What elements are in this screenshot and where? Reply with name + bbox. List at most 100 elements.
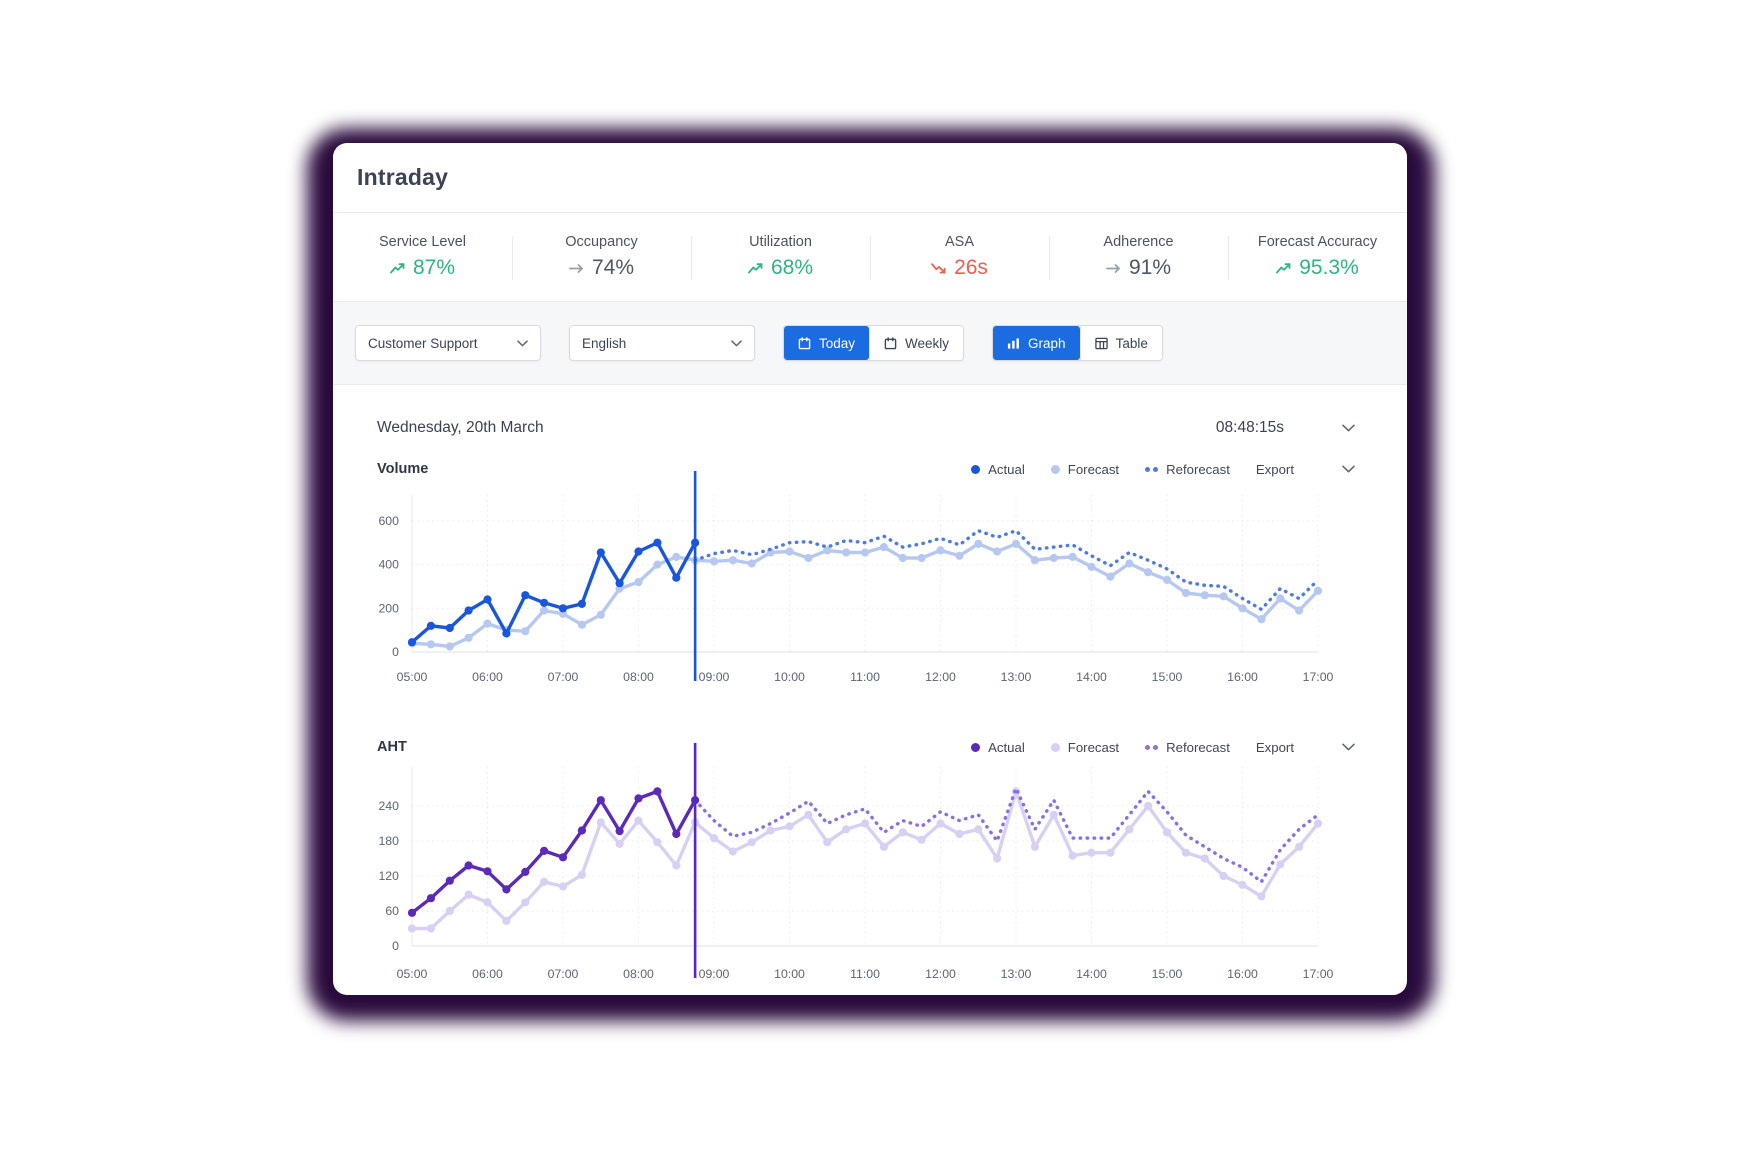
svg-text:180: 180 — [378, 834, 399, 848]
svg-text:09:00: 09:00 — [699, 670, 730, 684]
volume-chart-head: Volume Actual Forecast Reforecast Export — [377, 453, 1355, 485]
queue-dropdown-value: Customer Support — [368, 335, 478, 351]
svg-text:400: 400 — [378, 558, 399, 572]
view-toggle-group: Graph Table — [992, 325, 1163, 361]
kpi-label: Utilization — [749, 234, 812, 250]
svg-text:16:00: 16:00 — [1227, 967, 1258, 981]
kpi-value: 91% — [1128, 256, 1172, 279]
kpi-value: 95.3% — [1299, 256, 1359, 279]
svg-text:08:00: 08:00 — [623, 967, 654, 981]
legend-item-forecast[interactable]: Forecast — [1050, 740, 1119, 755]
view-table-button[interactable]: Table — [1079, 326, 1162, 360]
aht-chart-head: AHT Actual Forecast Reforecast Export — [377, 731, 1355, 763]
legend-item-actual[interactable]: Actual — [971, 462, 1025, 477]
card-header: Intraday — [333, 143, 1407, 213]
view-graph-label: Graph — [1028, 335, 1066, 351]
bar-chart-icon — [1007, 337, 1020, 350]
svg-text:12:00: 12:00 — [925, 670, 956, 684]
svg-text:13:00: 13:00 — [1001, 670, 1032, 684]
date-label: Wednesday, 20th March — [377, 419, 544, 436]
date-row: Wednesday, 20th March 08:48:15s — [377, 407, 1355, 449]
language-dropdown-value: English — [582, 335, 627, 351]
svg-text:10:00: 10:00 — [774, 670, 805, 684]
svg-text:14:00: 14:00 — [1076, 670, 1107, 684]
chart-expand-chevron-icon[interactable] — [1342, 465, 1355, 473]
svg-text:240: 240 — [378, 799, 399, 813]
forecast-series-dot — [1050, 464, 1060, 474]
svg-text:05:00: 05:00 — [397, 967, 428, 981]
intraday-card: Intraday Service Level 87% Occupancy 74%… — [333, 143, 1407, 995]
calendar-icon — [884, 336, 897, 350]
svg-text:17:00: 17:00 — [1303, 670, 1334, 684]
svg-text:14:00: 14:00 — [1076, 967, 1107, 981]
kpi-adherence: Adherence 91% — [1049, 213, 1228, 301]
period-weekly-label: Weekly — [905, 335, 950, 351]
aht-legend: Actual Forecast Reforecast Export — [971, 740, 1355, 755]
actual-series-dot — [971, 464, 981, 474]
period-today-button[interactable]: Today — [784, 326, 870, 360]
kpi-value: 87% — [412, 256, 456, 279]
kpi-forecast-accuracy: Forecast Accuracy 95.3% — [1228, 213, 1407, 301]
clock-label: 08:48:15s — [1215, 419, 1284, 436]
svg-text:10:00: 10:00 — [774, 967, 805, 981]
trend-flat-icon — [569, 263, 584, 274]
view-graph-button[interactable]: Graph — [993, 326, 1080, 360]
view-table-label: Table — [1115, 335, 1148, 351]
legend-item-reforecast[interactable]: Reforecast — [1145, 740, 1230, 755]
kpi-value: 74% — [591, 256, 635, 279]
kpi-label: Adherence — [1103, 234, 1174, 250]
export-button[interactable]: Export — [1255, 739, 1294, 755]
chart-expand-chevron-icon[interactable] — [1342, 743, 1355, 751]
kpi-asa: ASA 26s — [870, 213, 1049, 301]
svg-text:07:00: 07:00 — [548, 670, 579, 684]
period-weekly-button[interactable]: Weekly — [869, 326, 964, 360]
kpi-value: 26s — [954, 256, 988, 279]
reforecast-series-dots — [1145, 466, 1159, 472]
trend-up-icon — [390, 262, 405, 274]
svg-text:12:00: 12:00 — [925, 967, 956, 981]
legend-label: Actual — [988, 461, 1025, 477]
chevron-down-icon — [517, 339, 528, 347]
legend-item-forecast[interactable]: Forecast — [1050, 461, 1120, 477]
legend-item-actual[interactable]: Actual — [971, 740, 1025, 755]
legend-label: Reforecast — [1166, 739, 1230, 755]
filter-bar: Customer Support English Today Weekly — [333, 301, 1407, 385]
svg-text:120: 120 — [378, 869, 399, 883]
kpi-label: Occupancy — [565, 234, 638, 250]
trend-down-icon — [931, 262, 946, 274]
legend-label: Forecast — [1067, 461, 1120, 477]
svg-text:09:00: 09:00 — [699, 967, 730, 981]
svg-text:13:00: 13:00 — [1001, 967, 1032, 981]
date-expand-chevron-icon[interactable] — [1342, 424, 1355, 432]
chevron-down-icon — [731, 339, 742, 347]
forecast-series-dot — [1050, 742, 1060, 752]
chart-section: Wednesday, 20th March 08:48:15s Volume A… — [333, 385, 1407, 982]
table-icon — [1094, 337, 1108, 350]
svg-text:06:00: 06:00 — [472, 670, 503, 684]
kpi-label: ASA — [944, 234, 974, 250]
trend-up-icon — [1276, 262, 1291, 274]
svg-text:600: 600 — [378, 514, 399, 528]
svg-text:15:00: 15:00 — [1152, 670, 1183, 684]
svg-text:08:00: 08:00 — [623, 670, 654, 684]
svg-text:07:00: 07:00 — [548, 967, 579, 981]
kpi-occupancy: Occupancy 74% — [512, 213, 691, 301]
aht-chart-title: AHT — [377, 739, 407, 755]
language-dropdown[interactable]: English — [569, 325, 755, 361]
kpi-label: Service Level — [378, 234, 467, 250]
volume-chart-block: Volume Actual Forecast Reforecast Export… — [377, 453, 1355, 685]
volume-chart: 0 200 400 600 05:00 06:00 07:00 08:00 09:00 10:00… — [378, 471, 1334, 684]
svg-text:05:00: 05:00 — [397, 670, 428, 684]
legend-item-reforecast[interactable]: Reforecast — [1145, 462, 1230, 477]
period-toggle-group: Today Weekly — [783, 325, 965, 361]
export-button[interactable]: Export — [1255, 461, 1294, 477]
svg-text:0: 0 — [392, 645, 399, 659]
kpi-row: Service Level 87% Occupancy 74% Utilizat… — [333, 213, 1407, 301]
volume-chart-title: Volume — [377, 461, 429, 477]
svg-text:15:00: 15:00 — [1152, 967, 1183, 981]
queue-dropdown[interactable]: Customer Support — [355, 325, 541, 361]
volume-legend: Actual Forecast Reforecast Export — [971, 462, 1355, 477]
svg-text:0: 0 — [392, 939, 399, 953]
